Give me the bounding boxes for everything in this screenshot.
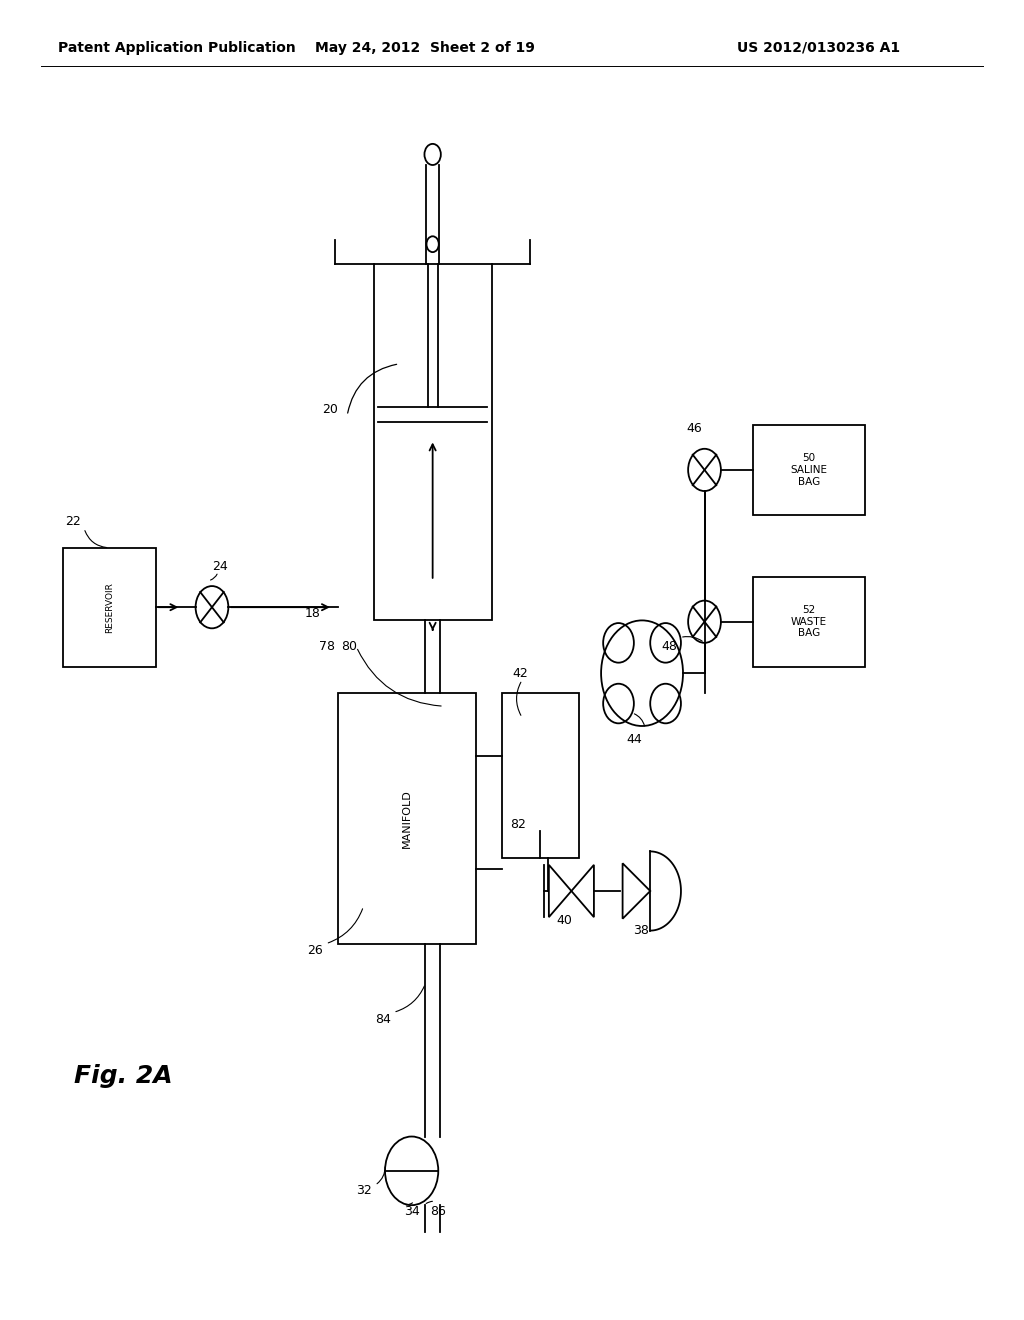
Text: 38: 38 (633, 924, 649, 937)
Text: 40: 40 (556, 913, 572, 927)
Bar (374, 264, 492, 620)
Text: Fig. 2A: Fig. 2A (74, 1064, 172, 1088)
Bar (338, 693, 476, 944)
Text: 24: 24 (212, 560, 227, 573)
Text: 78: 78 (319, 640, 336, 653)
Text: Patent Application Publication: Patent Application Publication (58, 41, 296, 54)
Text: 18: 18 (305, 607, 322, 620)
Text: May 24, 2012  Sheet 2 of 19: May 24, 2012 Sheet 2 of 19 (315, 41, 535, 54)
Bar (63, 548, 156, 667)
Bar (753, 577, 865, 667)
Text: 84: 84 (375, 1012, 391, 1026)
Bar (502, 693, 579, 858)
Text: 20: 20 (323, 403, 339, 416)
Text: RESERVOIR: RESERVOIR (105, 582, 114, 632)
Text: 34: 34 (404, 1205, 420, 1218)
Text: US 2012/0130236 A1: US 2012/0130236 A1 (737, 41, 900, 54)
Text: 50
SALINE
BAG: 50 SALINE BAG (791, 453, 827, 487)
Text: 44: 44 (627, 733, 642, 746)
Text: MANIFOLD: MANIFOLD (402, 789, 412, 847)
Text: 48: 48 (662, 640, 678, 653)
Text: 82: 82 (510, 818, 526, 832)
Text: 52
WASTE
BAG: 52 WASTE BAG (791, 605, 827, 639)
Text: 22: 22 (66, 515, 81, 528)
Bar (753, 425, 865, 515)
Text: 46: 46 (686, 422, 701, 436)
Text: 86: 86 (430, 1205, 446, 1218)
Text: 80: 80 (341, 640, 357, 653)
Text: 32: 32 (356, 1184, 372, 1197)
Text: 42: 42 (512, 667, 527, 680)
Text: 26: 26 (307, 944, 323, 957)
